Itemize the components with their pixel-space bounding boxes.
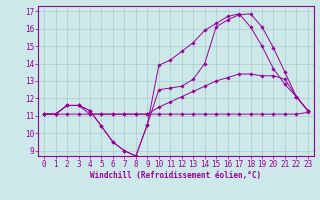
X-axis label: Windchill (Refroidissement éolien,°C): Windchill (Refroidissement éolien,°C)	[91, 171, 261, 180]
